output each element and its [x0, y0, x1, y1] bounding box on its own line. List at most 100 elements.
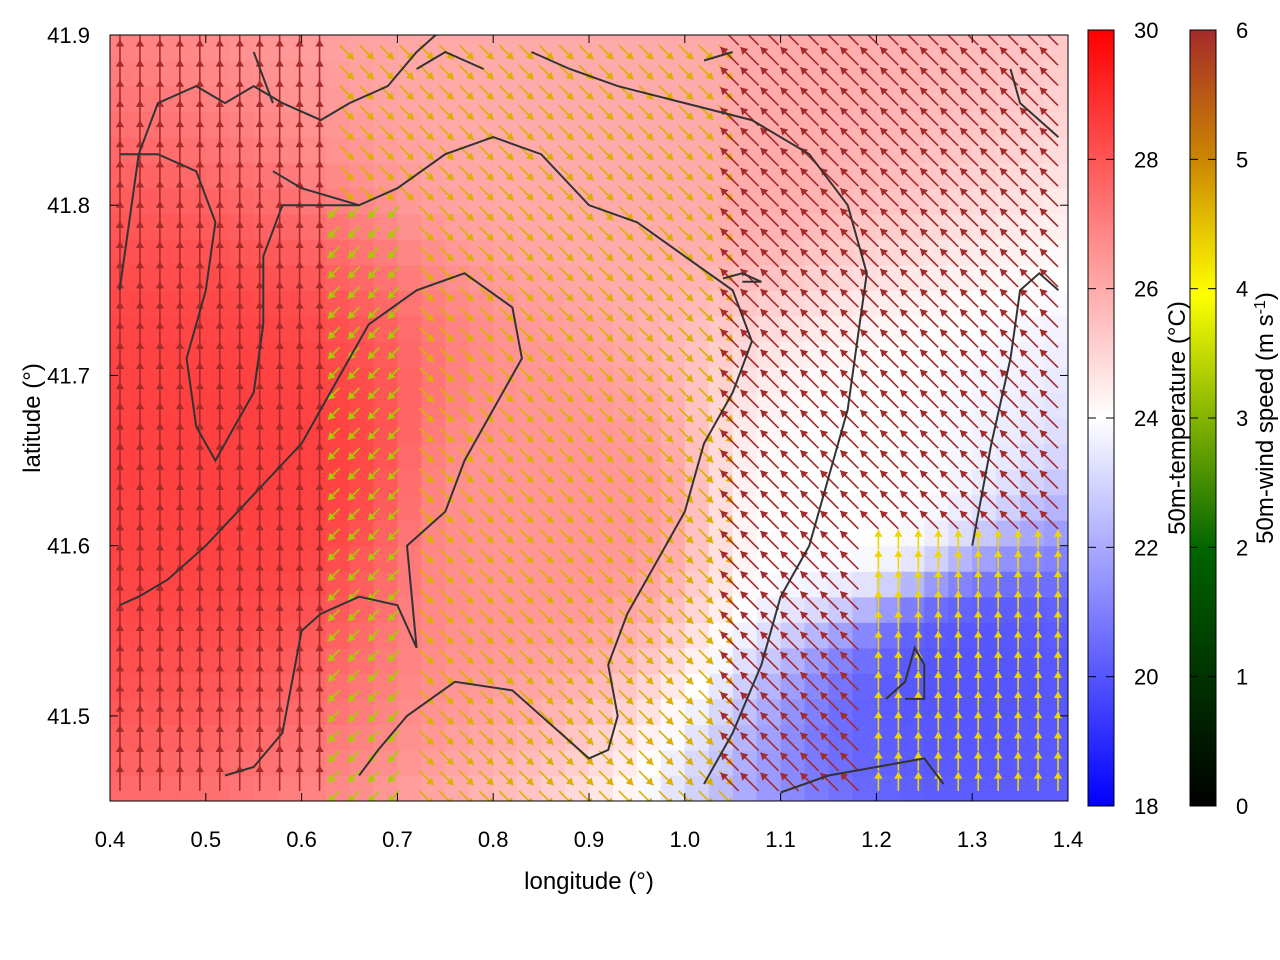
wind-vector-head — [347, 472, 356, 481]
temperature-cell — [133, 775, 159, 801]
wind-vector-head — [665, 475, 674, 483]
wind-vector-head — [721, 27, 729, 35]
wind-vector-head — [685, 273, 694, 282]
wind-vector-head — [367, 492, 376, 501]
wind-vector-head — [974, 711, 983, 719]
wind-vector-head — [327, 371, 336, 380]
wind-vector-head — [525, 313, 534, 322]
temperature-cell — [636, 341, 662, 368]
temperature-cell — [397, 749, 422, 777]
temperature-cell — [397, 622, 422, 649]
wind-vector-head — [940, 147, 948, 156]
temperature-cell — [708, 290, 734, 317]
wind-vector-head — [900, 450, 908, 459]
wind-vector-head — [1013, 731, 1023, 739]
wind-vector-head — [740, 450, 749, 459]
temperature-cell — [1044, 162, 1068, 189]
wind-vector-head — [585, 152, 594, 161]
wind-vector-head — [585, 434, 594, 443]
wind-vector-head — [645, 333, 654, 342]
wind-vector-head — [705, 777, 714, 786]
wind-vector-head — [425, 374, 434, 383]
wind-vector-head — [820, 752, 829, 761]
wind-vector-head — [880, 430, 889, 438]
wind-vector-head — [800, 470, 809, 479]
temperature-cell — [277, 315, 303, 342]
temperature-cell — [780, 494, 806, 521]
wind-vector-head — [940, 107, 948, 116]
wind-vector-head — [525, 777, 534, 786]
temperature-cell — [852, 571, 877, 598]
wind-vector-head — [625, 555, 634, 564]
wind-vector-head — [760, 147, 769, 156]
wind-vector-head — [625, 595, 634, 604]
wind-vector-head — [465, 434, 474, 443]
wind-vector-head — [625, 333, 634, 342]
wind-vector-head — [545, 394, 554, 403]
temperature-cell — [110, 622, 135, 649]
wind-vector-head — [820, 208, 829, 217]
temperature-cb-label: 20 — [1134, 665, 1158, 690]
wind-vector-head — [860, 389, 869, 398]
wind-vector-head — [665, 293, 674, 302]
wind-vector-head — [425, 737, 434, 745]
wind-vector-head — [840, 87, 849, 96]
temperature-cell — [756, 188, 782, 215]
wind-vector-head — [425, 132, 434, 141]
wind-vector-head — [820, 450, 829, 459]
temperature-cell — [972, 545, 997, 572]
wind-vector-head — [465, 354, 474, 362]
wind-vector-head — [465, 555, 474, 564]
wind-vector-head — [425, 434, 434, 443]
wind-vector-head — [425, 454, 434, 463]
wind-vector-head — [585, 555, 594, 564]
temperature-cell — [110, 290, 135, 317]
wind-vector-head — [485, 293, 494, 302]
wind-vector-head — [940, 349, 948, 358]
wind-vector-head — [760, 450, 769, 459]
wind-vector — [718, 790, 730, 801]
temperature-cell — [229, 86, 255, 113]
wind-vector-head — [820, 87, 829, 96]
wind-vector-head — [720, 289, 729, 297]
temperature-cell — [660, 596, 686, 623]
wind-vector-head — [406, 152, 414, 161]
wind-vector-head — [720, 490, 729, 499]
temperature-cell — [421, 162, 446, 189]
wind-vector-head — [760, 712, 769, 721]
wind-vector-head — [894, 751, 903, 759]
wind-vector-head — [665, 696, 674, 705]
wind-vector-head — [327, 593, 336, 602]
temperature-cell — [397, 213, 422, 240]
wind-vector-head — [1013, 691, 1023, 699]
temperature-cell — [972, 443, 997, 470]
wind-vector-head — [525, 535, 534, 544]
wind-vector-head — [347, 270, 356, 279]
wind-vector-head — [1013, 650, 1023, 658]
wind-vector-head — [485, 112, 494, 120]
wind-cb-label: 5 — [1236, 147, 1248, 172]
wind-vector-head — [980, 248, 988, 257]
wind-vector-head — [780, 127, 789, 136]
wind-vector-head — [874, 630, 883, 638]
temperature-cell — [133, 366, 159, 394]
wind-vector — [1006, 35, 1019, 46]
wind-vector-head — [894, 691, 903, 699]
wind-vector-head — [585, 233, 594, 241]
wind-vector-head — [800, 409, 809, 418]
wind-vector-head — [1039, 430, 1048, 438]
wind-vector-head — [625, 454, 634, 463]
temperature-cell — [565, 469, 590, 496]
temperature-cell — [541, 213, 566, 240]
temperature-cell — [972, 494, 997, 521]
wind-vector-head — [445, 92, 454, 100]
wind-vector-head — [820, 470, 829, 479]
wind-vector-head — [445, 333, 454, 342]
wind-vector-head — [505, 132, 514, 141]
wind-vector-head — [920, 67, 928, 76]
wind-vector-head — [800, 208, 809, 217]
wind-vector-head — [425, 313, 434, 322]
wind-vector-head — [920, 27, 928, 35]
wind-vector-head — [874, 570, 883, 578]
wind-vector-head — [1019, 268, 1028, 277]
